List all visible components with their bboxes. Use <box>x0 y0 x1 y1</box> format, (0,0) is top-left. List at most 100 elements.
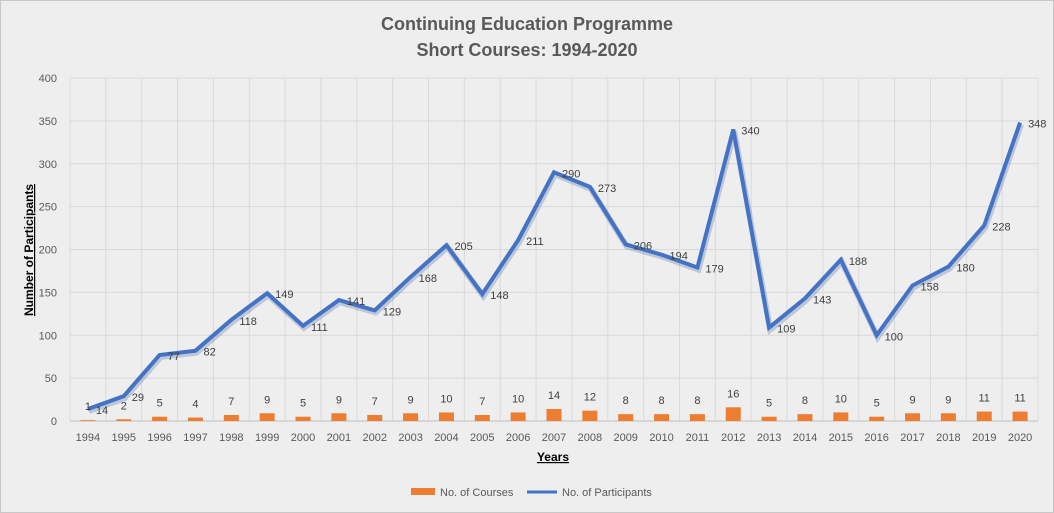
data-label-participants: 141 <box>347 296 365 308</box>
data-label-courses: 11 <box>1014 393 1025 405</box>
bar-courses <box>223 414 239 421</box>
data-label-participants: 109 <box>777 324 795 336</box>
y-tick-label: 100 <box>39 330 57 342</box>
data-label-courses: 10 <box>835 393 847 405</box>
data-label-participants: 82 <box>203 347 215 359</box>
bar-courses <box>905 413 921 421</box>
x-axis-title: Years <box>537 450 569 464</box>
data-label-courses: 9 <box>264 394 270 406</box>
data-label-participants: 205 <box>454 241 472 253</box>
bar-courses <box>761 416 777 421</box>
data-label-courses: 9 <box>909 394 915 406</box>
x-tick-label: 2011 <box>686 432 710 444</box>
y-tick-label: 200 <box>39 245 57 257</box>
bar-courses <box>546 408 562 421</box>
bar-courses <box>582 410 598 421</box>
line-participants <box>87 121 1022 411</box>
data-label-participants: 194 <box>670 251 688 263</box>
y-tick-label: 250 <box>39 202 57 214</box>
y-tick-label: 0 <box>51 416 57 428</box>
legend-swatch-courses <box>411 488 435 495</box>
bar-courses <box>116 419 132 421</box>
data-label-participants: 206 <box>634 240 652 252</box>
x-tick-label: 1998 <box>219 432 243 444</box>
data-label-courses: 5 <box>874 398 880 410</box>
chart-title-line-1: Continuing Education Programme <box>381 14 673 34</box>
x-tick-label: 2017 <box>900 432 924 444</box>
bar-courses <box>295 416 311 421</box>
y-tick-label: 400 <box>39 73 57 85</box>
data-label-participants: 29 <box>132 392 144 404</box>
data-label-courses: 12 <box>584 392 596 404</box>
data-label-courses: 16 <box>727 388 739 400</box>
data-label-courses: 7 <box>228 396 234 408</box>
x-tick-label: 2001 <box>327 432 351 444</box>
y-tick-label: 150 <box>39 287 57 299</box>
data-label-courses: 9 <box>408 394 414 406</box>
bar-courses <box>797 414 813 421</box>
x-tick-label: 1994 <box>76 432 100 444</box>
data-label-participants: 180 <box>956 263 974 275</box>
y-tick-label: 350 <box>39 116 57 128</box>
data-label-courses: 8 <box>623 395 629 407</box>
data-label-participants: 168 <box>419 273 437 285</box>
data-label-participants: 348 <box>1028 119 1046 131</box>
bar-courses <box>618 414 634 421</box>
bar-courses <box>869 416 885 421</box>
data-label-participants: 188 <box>849 256 867 268</box>
legend-label-courses: No. of Courses <box>440 487 514 499</box>
x-tick-label: 2005 <box>470 432 494 444</box>
data-label-courses: 7 <box>372 396 378 408</box>
bar-courses <box>510 412 526 421</box>
data-label-participants: 129 <box>383 306 401 318</box>
data-label-courses: 8 <box>694 395 700 407</box>
data-label-participants: 179 <box>705 264 723 276</box>
x-tick-label: 2013 <box>757 432 781 444</box>
y-tick-label: 50 <box>45 373 57 385</box>
data-label-participants: 111 <box>311 322 328 334</box>
bar-courses <box>833 412 849 421</box>
data-label-participants: 149 <box>275 289 293 301</box>
bar-courses <box>187 417 203 421</box>
x-tick-label: 1999 <box>255 432 279 444</box>
bar-courses <box>438 412 454 421</box>
legend-label-participants: No. of Participants <box>562 487 652 499</box>
x-tick-label: 2008 <box>578 432 602 444</box>
data-label-participants: 290 <box>562 168 580 180</box>
x-tick-label: 2006 <box>506 432 530 444</box>
data-label-courses: 1 <box>85 401 91 413</box>
x-tick-label: 2016 <box>864 432 888 444</box>
data-label-courses: 9 <box>945 394 951 406</box>
x-tick-label: 2020 <box>1008 432 1032 444</box>
bar-courses <box>403 413 419 421</box>
data-label-participants: 273 <box>598 183 616 195</box>
data-label-courses: 8 <box>658 395 664 407</box>
x-tick-label: 2018 <box>936 432 960 444</box>
x-tick-label: 2004 <box>434 432 458 444</box>
data-label-courses: 14 <box>548 390 560 402</box>
x-tick-label: 2002 <box>362 432 386 444</box>
bar-courses <box>80 420 96 421</box>
data-label-participants: 118 <box>239 316 257 328</box>
data-label-participants: 77 <box>168 351 180 363</box>
data-label-courses: 2 <box>121 400 127 412</box>
x-tick-label: 2003 <box>398 432 422 444</box>
x-tick-label: 1995 <box>112 432 136 444</box>
bar-courses <box>1012 411 1028 421</box>
data-label-courses: 11 <box>979 393 990 405</box>
x-tick-label: 2014 <box>793 432 817 444</box>
data-label-courses: 5 <box>300 398 306 410</box>
data-label-courses: 4 <box>192 399 198 411</box>
data-label-participants: 14 <box>96 405 108 417</box>
data-label-participants: 158 <box>921 282 939 294</box>
x-tick-label: 2009 <box>613 432 637 444</box>
bar-courses <box>940 413 956 421</box>
bar-courses <box>725 407 741 421</box>
x-tick-label: 2012 <box>721 432 745 444</box>
data-label-courses: 7 <box>479 396 485 408</box>
y-axis-title: Number of Participants <box>22 184 36 316</box>
data-label-participants: 148 <box>490 290 508 302</box>
bar-courses <box>331 413 347 421</box>
x-tick-label: 1996 <box>147 432 171 444</box>
data-label-participants: 100 <box>885 331 903 343</box>
